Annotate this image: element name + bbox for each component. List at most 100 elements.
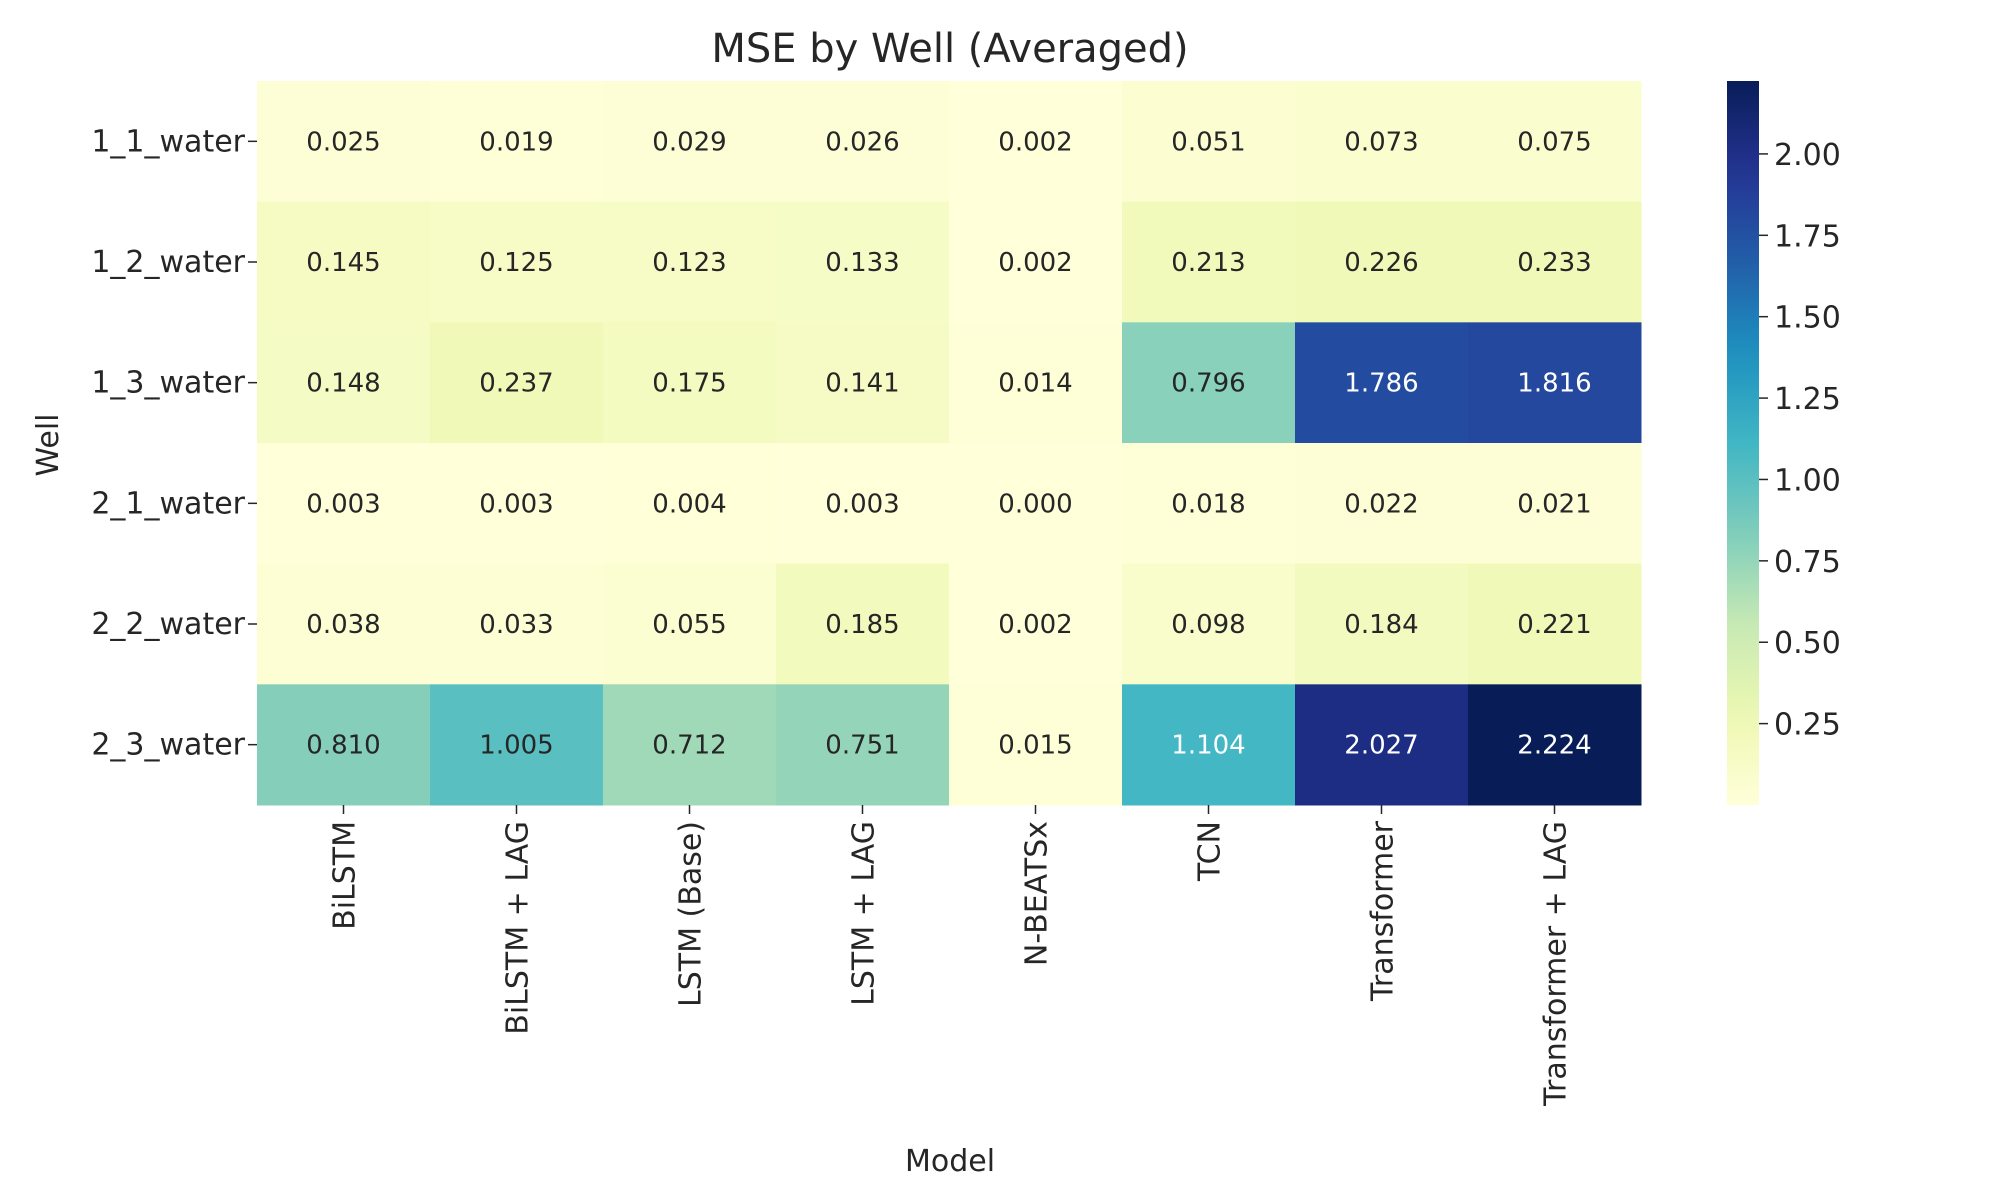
heatmap-cell bbox=[1122, 563, 1296, 685]
x-tick-label: LSTM + LAG bbox=[847, 821, 882, 1006]
chart-title: MSE by Well (Averaged) bbox=[711, 26, 1188, 72]
heatmap-cell bbox=[776, 684, 950, 806]
heatmap-cell bbox=[603, 81, 777, 203]
cell-value-label: 0.712 bbox=[652, 731, 726, 761]
heatmap-cell bbox=[603, 201, 777, 323]
heatmap-cell bbox=[949, 684, 1123, 806]
heatmap-cell bbox=[949, 443, 1123, 565]
heatmap-cell bbox=[1295, 81, 1469, 203]
cell-value-label: 1.005 bbox=[479, 731, 553, 761]
cell-value-label: 0.003 bbox=[479, 489, 553, 519]
heatmap-cell bbox=[257, 443, 431, 565]
heatmap-cell bbox=[603, 443, 777, 565]
cell-value-label: 0.073 bbox=[1344, 127, 1418, 157]
heatmap-cell bbox=[1468, 443, 1642, 565]
cell-value-label: 0.000 bbox=[998, 489, 1072, 519]
heatmap-cell bbox=[949, 563, 1123, 685]
heatmap-cell bbox=[949, 201, 1123, 323]
cell-value-label: 0.003 bbox=[825, 489, 899, 519]
cell-value-label: 0.796 bbox=[1171, 369, 1245, 399]
heatmap-cell bbox=[1468, 81, 1642, 203]
y-tick-label: 2_3_water bbox=[91, 728, 245, 763]
heatmap-cell bbox=[1122, 322, 1296, 444]
cell-value-label: 0.018 bbox=[1171, 489, 1245, 519]
y-tick-label: 1_2_water bbox=[91, 245, 245, 280]
heatmap-cell bbox=[1122, 684, 1296, 806]
colorbar-tick-label: 2.00 bbox=[1774, 138, 1841, 173]
heatmap-cell bbox=[257, 684, 431, 806]
cell-value-label: 0.751 bbox=[825, 731, 899, 761]
heatmap-cells: 0.025 0.019 0.029 0.026 0.002 0.051 0.073 0.075… bbox=[257, 81, 1642, 806]
heatmap-cell bbox=[1295, 322, 1469, 444]
colorbar-tick-label: 0.75 bbox=[1774, 545, 1841, 580]
cell-value-label: 0.019 bbox=[479, 127, 553, 157]
cell-value-label: 0.237 bbox=[479, 369, 553, 399]
x-tick-label: Transformer bbox=[1366, 820, 1401, 1002]
cell-value-label: 0.002 bbox=[998, 248, 1072, 278]
heatmap-cell bbox=[257, 81, 431, 203]
colorbar-tick-label: 0.50 bbox=[1774, 626, 1841, 661]
cell-value-label: 0.055 bbox=[652, 610, 726, 640]
cell-value-label: 0.098 bbox=[1171, 610, 1245, 640]
heatmap-cell bbox=[257, 201, 431, 323]
cell-value-label: 2.027 bbox=[1344, 731, 1418, 761]
y-axis: 1_1_water 1_2_water 1_3_water 2_1_water 2_2_… bbox=[91, 124, 257, 763]
heatmap-cell bbox=[1468, 684, 1642, 806]
colorbar-tick-label: 0.25 bbox=[1774, 708, 1841, 743]
cell-value-label: 0.015 bbox=[998, 731, 1072, 761]
heatmap-cell bbox=[776, 563, 950, 685]
cell-value-label: 0.221 bbox=[1517, 610, 1591, 640]
heatmap-cell bbox=[430, 684, 604, 806]
x-tick-label: LSTM (Base) bbox=[674, 821, 709, 1007]
cell-value-label: 0.002 bbox=[998, 610, 1072, 640]
cell-value-label: 0.148 bbox=[306, 369, 380, 399]
heatmap-cell bbox=[1468, 563, 1642, 685]
cell-value-label: 0.175 bbox=[652, 369, 726, 399]
cell-value-label: 0.213 bbox=[1171, 248, 1245, 278]
y-tick-label: 2_1_water bbox=[91, 486, 245, 521]
y-axis-label: Well bbox=[31, 413, 66, 476]
cell-value-label: 0.038 bbox=[306, 610, 380, 640]
cell-value-label: 0.075 bbox=[1517, 127, 1591, 157]
heatmap-cell bbox=[1122, 443, 1296, 565]
x-axis: BiLSTM BiLSTM + LAG LSTM (Base) LSTM + LAG N… bbox=[328, 805, 1574, 1107]
colorbar-tick-label: 1.00 bbox=[1774, 463, 1841, 498]
cell-value-label: 2.224 bbox=[1517, 731, 1591, 761]
colorbar-gradient bbox=[1727, 81, 1759, 805]
x-tick-label: BiLSTM + LAG bbox=[501, 821, 536, 1035]
heatmap-cell bbox=[1295, 201, 1469, 323]
y-tick-label: 1_1_water bbox=[91, 124, 245, 159]
cell-value-label: 0.141 bbox=[825, 369, 899, 399]
heatmap-cell bbox=[1295, 563, 1469, 685]
heatmap-cell bbox=[257, 563, 431, 685]
x-tick-label: TCN bbox=[1193, 821, 1228, 882]
heatmap-cell bbox=[430, 322, 604, 444]
cell-value-label: 0.033 bbox=[479, 610, 553, 640]
heatmap-cell bbox=[1122, 201, 1296, 323]
heatmap-cell bbox=[776, 322, 950, 444]
heatmap-cell bbox=[603, 322, 777, 444]
cell-value-label: 0.125 bbox=[479, 248, 553, 278]
cell-value-label: 0.026 bbox=[825, 127, 899, 157]
heatmap-cell bbox=[1468, 322, 1642, 444]
heatmap-cell bbox=[776, 201, 950, 323]
y-tick-label: 2_2_water bbox=[91, 607, 245, 642]
x-tick-label: BiLSTM bbox=[328, 821, 363, 930]
heatmap-cell bbox=[430, 563, 604, 685]
cell-value-label: 0.022 bbox=[1344, 489, 1418, 519]
cell-value-label: 0.051 bbox=[1171, 127, 1245, 157]
heatmap-cell bbox=[1468, 201, 1642, 323]
x-tick-label: N-BEATSx bbox=[1020, 821, 1055, 966]
cell-value-label: 0.002 bbox=[998, 127, 1072, 157]
heatmap-cell bbox=[257, 322, 431, 444]
heatmap-cell bbox=[603, 684, 777, 806]
cell-value-label: 0.226 bbox=[1344, 248, 1418, 278]
colorbar-tick-label: 1.50 bbox=[1774, 301, 1841, 336]
x-axis-label: Model bbox=[905, 1144, 995, 1179]
cell-value-label: 0.029 bbox=[652, 127, 726, 157]
heatmap-cell bbox=[949, 81, 1123, 203]
heatmap-cell bbox=[1122, 81, 1296, 203]
colorbar-tick-label: 1.25 bbox=[1774, 382, 1841, 417]
cell-value-label: 0.185 bbox=[825, 610, 899, 640]
